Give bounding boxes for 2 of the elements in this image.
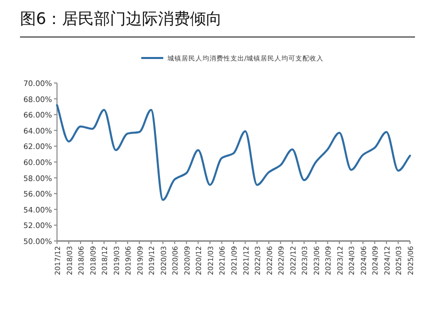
line-series (56, 104, 411, 201)
chart-title: 图6：居民部门边际消费倾向 (20, 9, 222, 28)
